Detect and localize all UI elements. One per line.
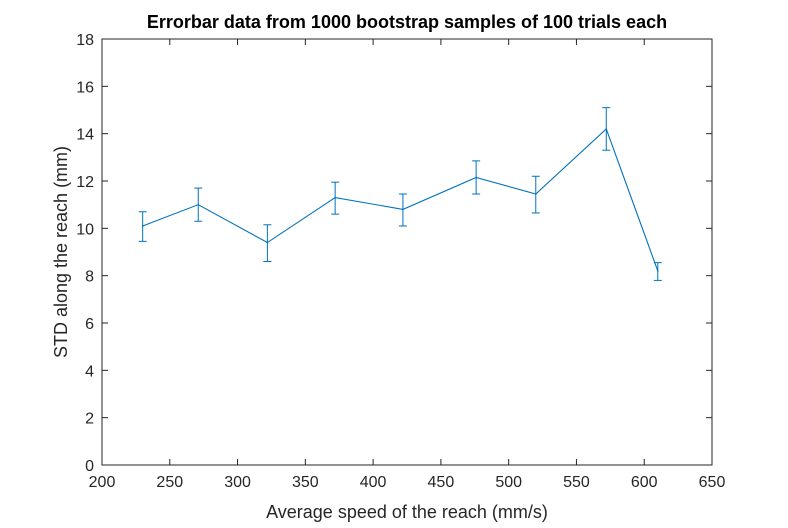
error-bar [194, 187, 203, 222]
error-bar [398, 193, 407, 227]
ticks-layer: 200 250 300 350 400 450 500 550 600 650 0 2 4 6 8 10 12 1… [76, 32, 725, 491]
data-point [402, 208, 404, 211]
axes-layer [101, 38, 713, 466]
y-axis-label: STD along the reach (mm) [51, 146, 71, 358]
error-bar [653, 262, 662, 281]
error-bar [602, 107, 611, 151]
y-tick-label: 12 [76, 174, 94, 191]
x-tick-label: 500 [495, 474, 522, 491]
x-tick-label: 200 [89, 474, 116, 491]
y-tick-label: 6 [85, 316, 94, 333]
marks-layer [138, 107, 662, 281]
x-tick-label: 600 [631, 474, 658, 491]
x-axis-label: Average speed of the reach (mm/s) [266, 502, 548, 522]
y-tick-label: 16 [76, 79, 94, 96]
data-point [266, 241, 269, 244]
x-tick-label: 550 [563, 474, 590, 491]
data-point [475, 176, 477, 179]
x-tick-label: 300 [224, 474, 251, 491]
y-tick-label: 14 [76, 127, 94, 144]
error-bar [472, 160, 481, 195]
x-tick-label: 400 [360, 474, 387, 491]
chart-title: Errorbar data from 1000 bootstrap sample… [147, 12, 667, 32]
data-point [534, 193, 537, 195]
x-tick-label: 350 [292, 474, 319, 491]
y-tick-label: 10 [76, 221, 94, 238]
error-bar [331, 181, 340, 215]
x-tick-label: 450 [428, 474, 455, 491]
y-tick-label: 0 [85, 458, 94, 475]
error-bar [531, 175, 540, 214]
error-bar [138, 211, 147, 242]
data-point [656, 270, 659, 272]
data-point [605, 128, 608, 130]
y-tick-label: 4 [85, 363, 94, 380]
y-tick-label: 2 [85, 411, 94, 428]
y-tick-label: 18 [76, 32, 94, 49]
x-tick-label: 250 [156, 474, 183, 491]
y-tick-label: 8 [85, 269, 94, 286]
plot-area [102, 39, 712, 465]
data-point [197, 203, 200, 206]
error-bar [263, 224, 272, 262]
x-tick-label: 650 [699, 474, 726, 491]
data-point [141, 225, 144, 227]
axes-box [101, 38, 713, 466]
data-point [334, 196, 336, 199]
